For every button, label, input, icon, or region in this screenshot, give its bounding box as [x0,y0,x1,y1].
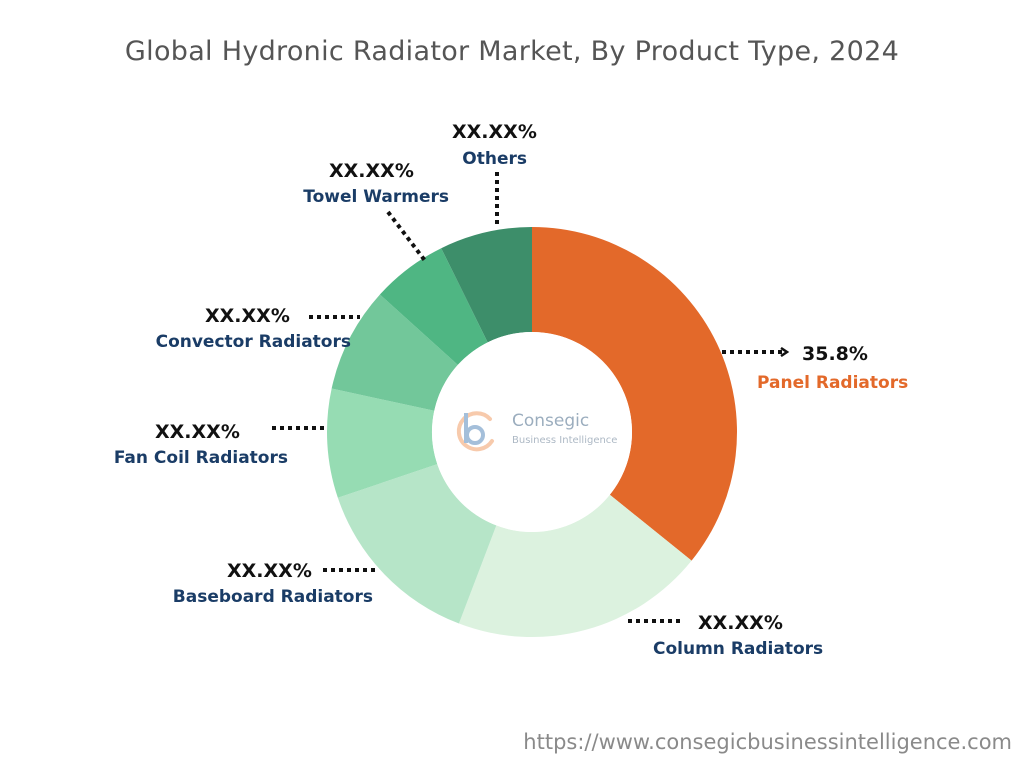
logo-tagline: Business Intelligence [512,435,618,446]
website-url[interactable]: https://www.consegicbusinessintelligence… [523,730,1012,754]
slice-column-radiators[interactable] [458,494,692,637]
leader-line-towel-warmers [386,210,428,264]
category-label-column-radiators: Column Radiators [653,639,823,659]
category-label-towel-warmers: Towel Warmers [303,187,449,207]
leader-lines [272,172,786,623]
watermark-logo: Consegic Business Intelligence [452,405,622,455]
value-label-fan-coil-radiators: XX.XX% [155,421,240,443]
category-label-fan-coil-radiators: Fan Coil Radiators [114,448,288,468]
chart-title: Global Hydronic Radiator Market, By Prod… [124,36,900,67]
category-label-baseboard-radiators: Baseboard Radiators [173,587,373,607]
donut-slices [327,227,737,637]
category-label-others: Others [462,149,527,169]
slice-others[interactable] [441,227,532,343]
logo-name: Consegic [512,411,590,431]
slice-panel-radiators[interactable] [532,227,737,561]
value-label-others: XX.XX% [452,121,537,143]
value-label-column-radiators: XX.XX% [698,612,783,634]
value-label-baseboard-radiators: XX.XX% [227,560,312,582]
category-label-panel-radiators: Panel Radiators [757,373,908,393]
logo-icon [456,411,494,452]
slice-convector-radiators[interactable] [331,294,458,411]
slice-labels: 35.8% Panel Radiators XX.XX% Column Radiato… [114,121,908,659]
value-label-convector-radiators: XX.XX% [205,305,290,327]
value-label-panel-radiators: 35.8% [802,343,868,365]
slice-towel-warmers[interactable] [379,248,488,365]
slice-fan-coil-radiators[interactable] [327,388,438,498]
value-label-towel-warmers: XX.XX% [329,160,414,182]
donut-hole [432,332,632,532]
slice-baseboard-radiators[interactable] [337,464,497,624]
category-label-convector-radiators: Convector Radiators [156,332,351,352]
